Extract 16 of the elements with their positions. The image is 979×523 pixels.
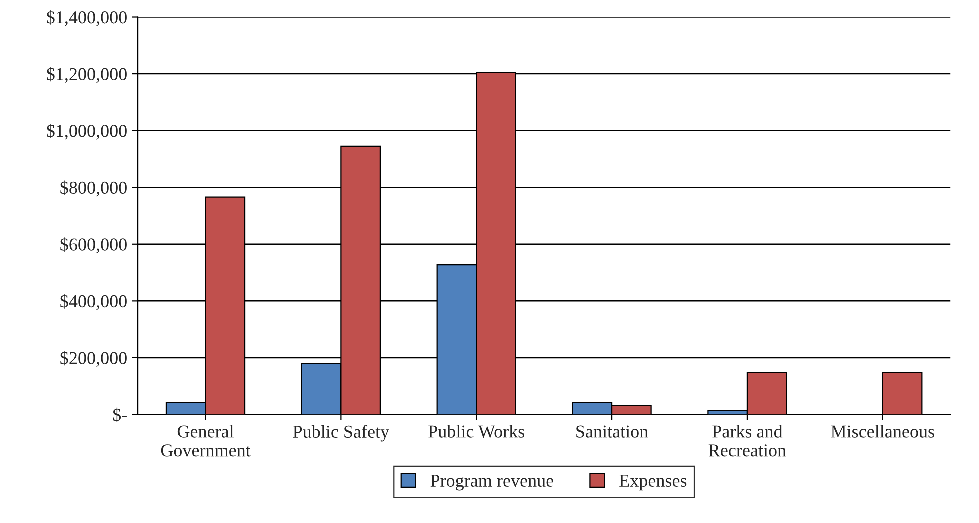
x-tick-label: Sanitation — [576, 426, 648, 438]
y-tick-label: $1,200,000 — [47, 67, 127, 84]
y-tick-label: $- — [113, 408, 127, 422]
legend-label: Program revenue — [430, 474, 554, 491]
y-tick-label: $600,000 — [60, 238, 127, 254]
y-tick-label: $200,000 — [60, 351, 127, 367]
x-tick-label: Parks and Recreation — [708, 425, 786, 457]
x-tick-label: General Government — [161, 425, 251, 457]
y-tick-label: $400,000 — [60, 294, 127, 310]
y-tick-label: $800,000 — [60, 180, 127, 197]
x-tick-label: Miscellaneous — [831, 425, 934, 438]
y-tick-label: $1,400,000 — [47, 10, 127, 26]
x-tick-label: Public Safety — [293, 425, 390, 442]
legend-label: Expenses — [620, 474, 687, 491]
y-tick-label: $1,000,000 — [47, 124, 127, 140]
x-tick-label: Public Works — [428, 425, 524, 438]
